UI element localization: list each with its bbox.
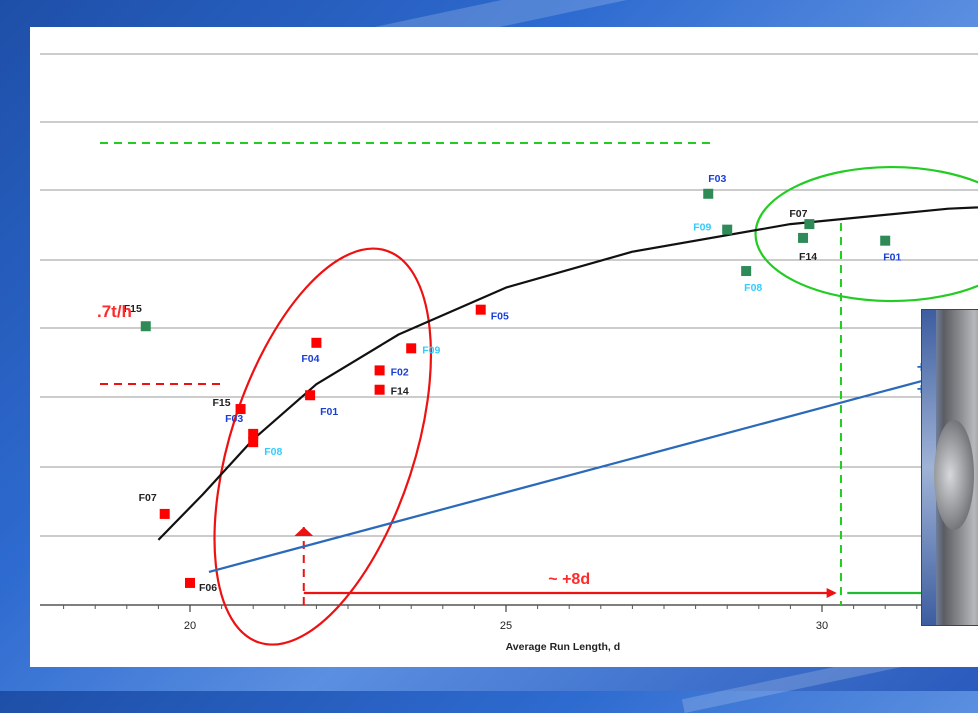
overlays [100, 142, 978, 646]
data-point [722, 224, 733, 235]
data-label: F02 [391, 366, 409, 378]
data-point [248, 428, 259, 439]
data-label: F14 [799, 251, 817, 263]
annotation-label: .7t/h [97, 302, 132, 321]
grid [40, 53, 978, 537]
data-label: F01 [883, 252, 901, 264]
data-label: F03 [708, 173, 726, 185]
data-point [406, 343, 417, 354]
data-label: F14 [391, 386, 409, 398]
data-point [185, 577, 195, 588]
data-points [140, 188, 891, 588]
slide-panel: 2025303540Average Run Length, d F05F04F0… [30, 27, 978, 667]
point-labels: F05 F04 F09 F02 F14 F01 F15 F03 F08 F07 F06 F03 F07 F… [124, 173, 902, 594]
trend-curve [157, 206, 978, 541]
x-tick-label: 20 [184, 620, 196, 632]
data-point [880, 235, 891, 246]
data-point [235, 404, 246, 415]
red-ellipse [213, 247, 433, 646]
chart: 2025303540Average Run Length, d F05F04F0… [40, 53, 978, 653]
data-label: F09 [693, 222, 711, 234]
data-point [475, 304, 486, 315]
green-ellipse [754, 165, 978, 303]
data-point [374, 384, 385, 395]
data-label: F08 [264, 446, 282, 458]
data-point [804, 219, 815, 230]
data-label: F07 [789, 208, 807, 220]
data-label: F04 [301, 353, 319, 365]
data-label: F07 [139, 492, 157, 504]
data-point [140, 321, 151, 332]
annotations: .7t/h+20.6d+3.1t/h~ +8d~ +10d [97, 302, 968, 588]
data-label: F08 [744, 282, 762, 294]
data-point [159, 508, 170, 519]
x-axis: 2025303540Average Run Length, d [40, 604, 978, 653]
data-label: F01 [320, 406, 338, 418]
data-label: F03 [225, 413, 243, 425]
red-arrow-head-up [294, 527, 314, 536]
data-label: F05 [491, 311, 509, 323]
x-tick-label: 30 [816, 620, 828, 632]
data-label: F06 [199, 582, 217, 594]
data-point [798, 232, 809, 243]
x-axis-title: Average Run Length, d [506, 641, 621, 653]
data-point [374, 365, 385, 376]
data-point [741, 266, 752, 277]
data-point [703, 188, 714, 199]
annotation-label: ~ +8d [548, 571, 590, 588]
data-point [311, 337, 322, 348]
data-label: F15 [212, 397, 230, 409]
x-tick-label: 25 [500, 620, 512, 632]
data-point [248, 437, 259, 448]
data-label: F15 [124, 303, 142, 315]
data-point [305, 390, 316, 401]
data-label: F09 [422, 344, 440, 356]
blue-arrow [208, 364, 978, 573]
photo-inset [921, 309, 978, 626]
